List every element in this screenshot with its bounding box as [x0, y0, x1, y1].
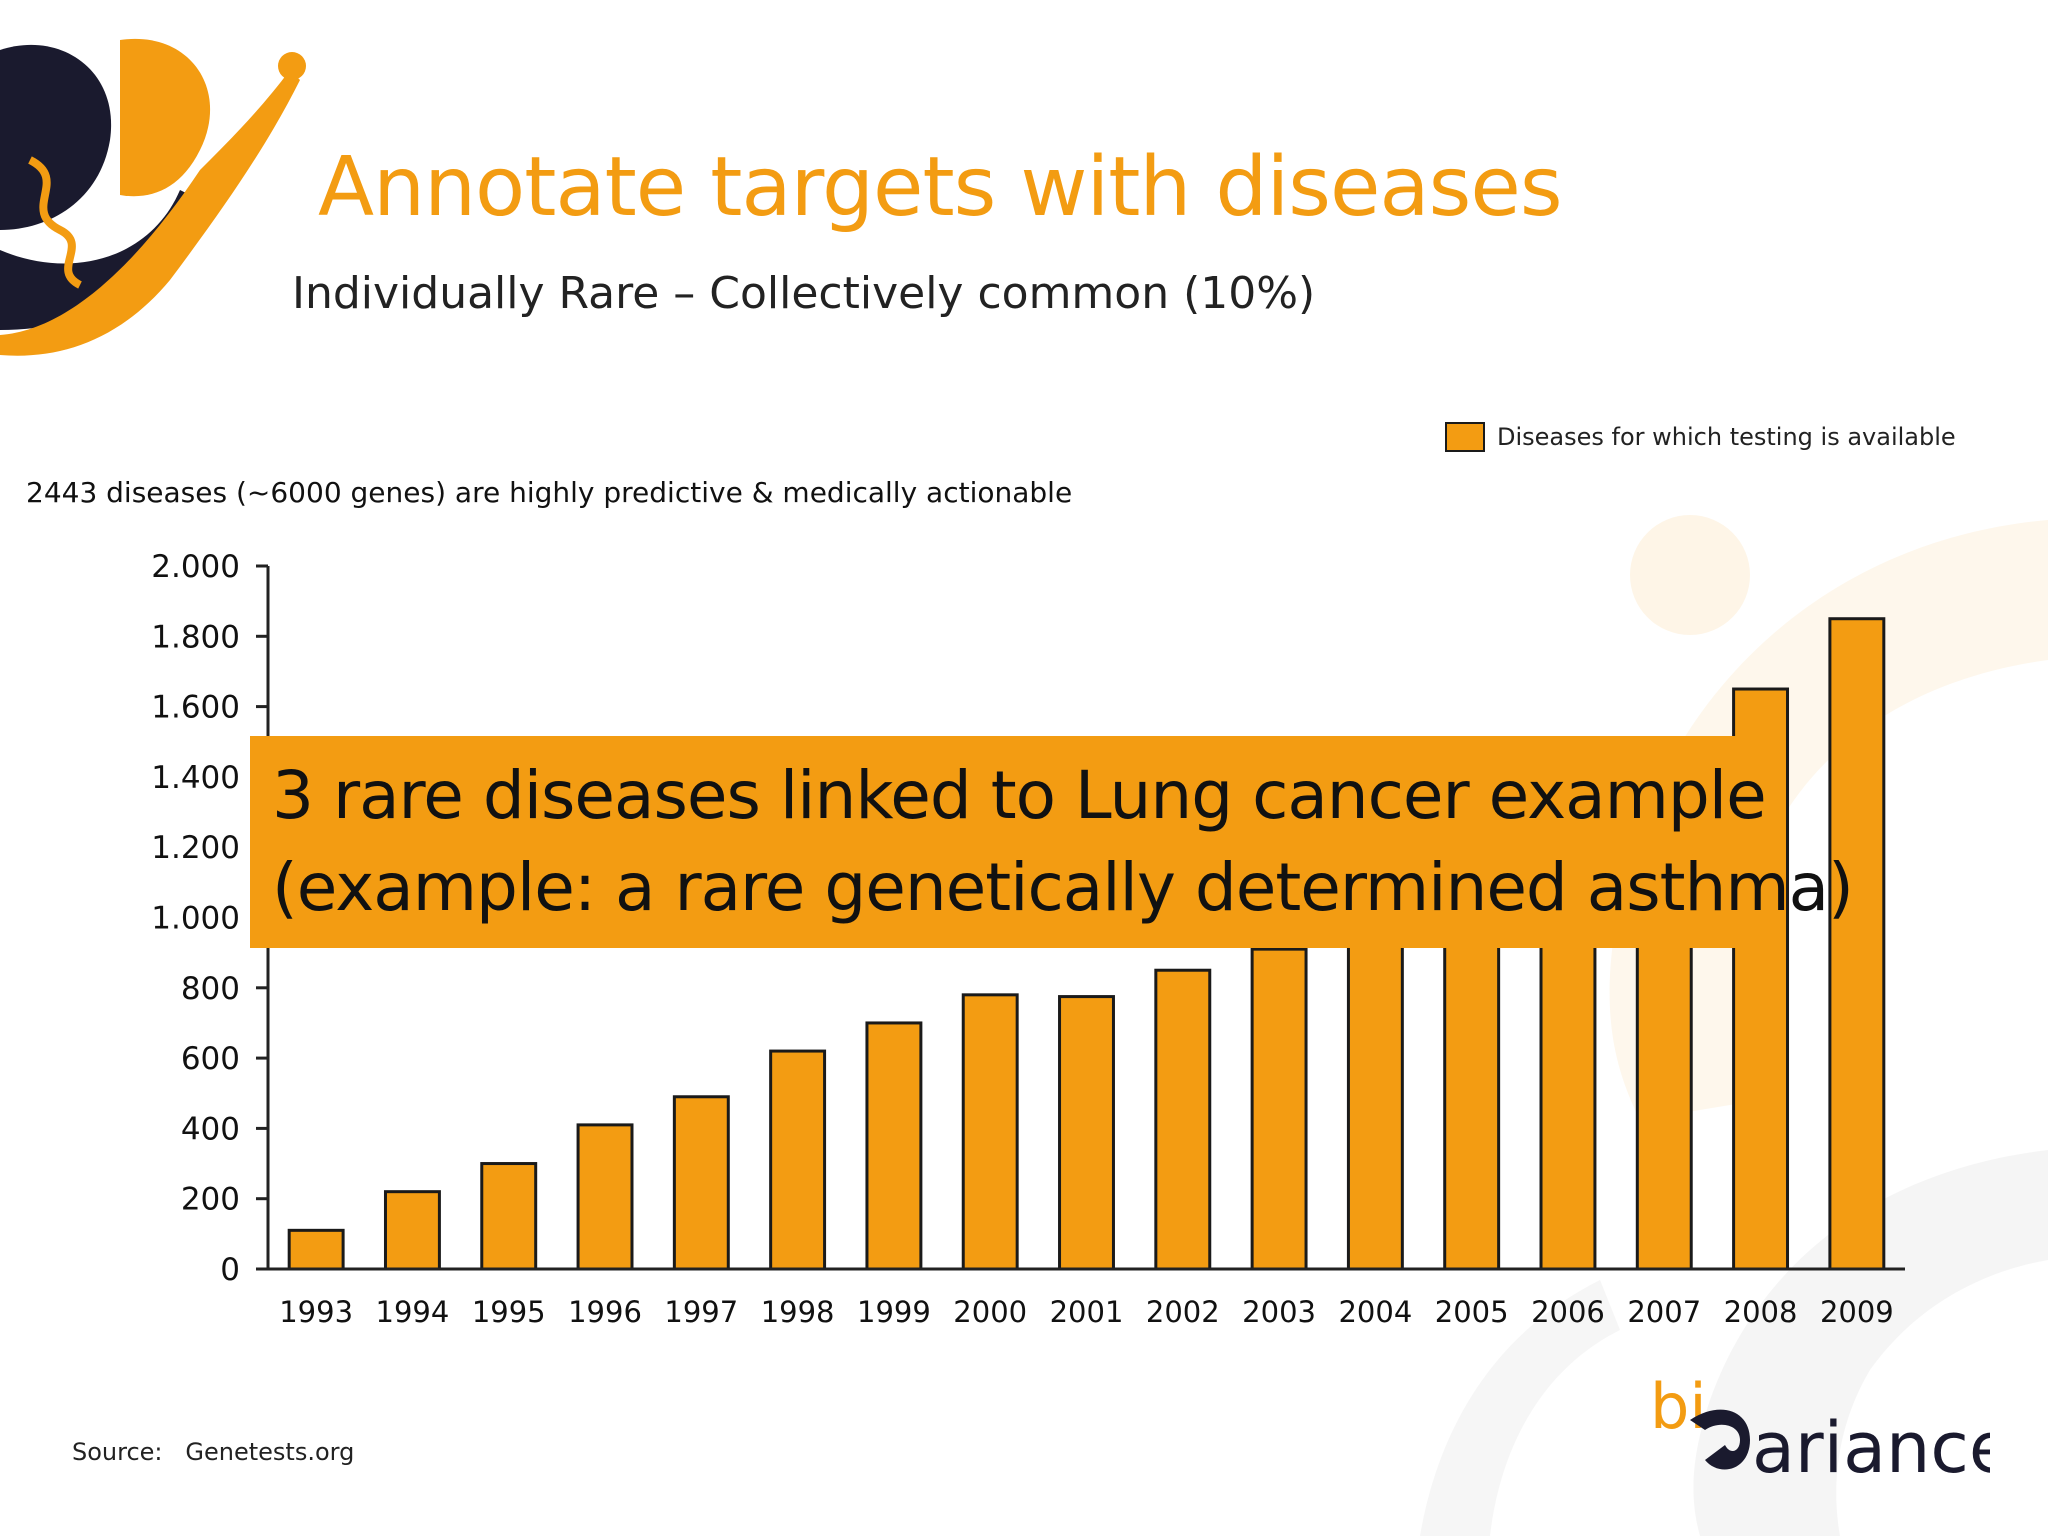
bar-2002 [1154, 968, 1212, 1271]
x-tick-label: 2001 [1050, 1295, 1124, 1329]
bar-1998 [769, 1049, 827, 1271]
bar-2000 [961, 993, 1019, 1271]
slide-subtitle: Individually Rare – Collectively common … [292, 268, 1316, 319]
x-tick-label: 1993 [279, 1295, 353, 1329]
bar-1997 [672, 1095, 730, 1271]
y-tick-label: 400 [181, 1111, 240, 1147]
biovariance-logo-mark [0, 38, 306, 356]
chart-note: 2443 diseases (~6000 genes) are highly p… [26, 476, 1073, 509]
logo-text-bi: bi [1650, 1370, 1707, 1443]
x-tick-label: 2004 [1338, 1295, 1412, 1329]
x-tick-label: 2000 [953, 1295, 1027, 1329]
x-tick-label: 2006 [1531, 1295, 1605, 1329]
x-tick-label: 2005 [1435, 1295, 1509, 1329]
chart-legend: Diseases for which testing is available [1445, 419, 1956, 455]
y-tick-label: 1.200 [151, 830, 240, 866]
callout-line-2: (example: a rare genetically determined … [272, 849, 1854, 926]
bars-group [287, 617, 1886, 1271]
bar-1999 [865, 1021, 923, 1271]
bar-1993 [287, 1228, 345, 1271]
y-tick-label: 800 [181, 971, 240, 1007]
x-tick-label: 2002 [1146, 1295, 1220, 1329]
slide-title: Annotate targets with diseases [318, 140, 1563, 235]
x-tick-label: 1997 [664, 1295, 738, 1329]
bar-1996 [576, 1123, 634, 1271]
y-tick-label: 200 [181, 1182, 240, 1218]
x-tick-label: 1999 [857, 1295, 931, 1329]
bar-1994 [383, 1190, 441, 1271]
callout-box: 3 rare diseases linked to Lung cancer ex… [250, 736, 1854, 948]
x-tick-label: 1995 [472, 1295, 546, 1329]
callout-line-1: 3 rare diseases linked to Lung cancer ex… [272, 757, 1767, 834]
biovariance-logo: bi ariance [1650, 1370, 1990, 1480]
x-tick-label: 2008 [1724, 1295, 1798, 1329]
y-tick-label: 1.000 [151, 901, 240, 937]
logo-text-ariance: ariance [1752, 1407, 1990, 1480]
y-tick-label: 0 [220, 1252, 240, 1288]
y-tick-label: 1.400 [151, 760, 240, 796]
x-tick-label: 2003 [1242, 1295, 1316, 1329]
x-tick-label: 2007 [1627, 1295, 1701, 1329]
source-note: Source: Genetests.org [72, 1438, 355, 1466]
bar-2003 [1250, 947, 1308, 1271]
bar-1995 [480, 1162, 538, 1271]
legend-label: Diseases for which testing is available [1497, 423, 1956, 451]
y-tick-label: 1.600 [151, 690, 240, 726]
legend-swatch [1445, 422, 1485, 452]
y-tick-label: 600 [181, 1041, 240, 1077]
bar-2009 [1828, 617, 1886, 1271]
x-tick-label: 1998 [761, 1295, 835, 1329]
x-tick-label: 1996 [568, 1295, 642, 1329]
bar-2004 [1346, 916, 1404, 1271]
y-tick-label: 1.800 [151, 619, 240, 655]
x-tick-label: 2009 [1820, 1295, 1894, 1329]
x-tick-label: 1994 [376, 1295, 450, 1329]
bar-2001 [1058, 995, 1115, 1271]
y-tick-label: 2.000 [151, 549, 240, 585]
